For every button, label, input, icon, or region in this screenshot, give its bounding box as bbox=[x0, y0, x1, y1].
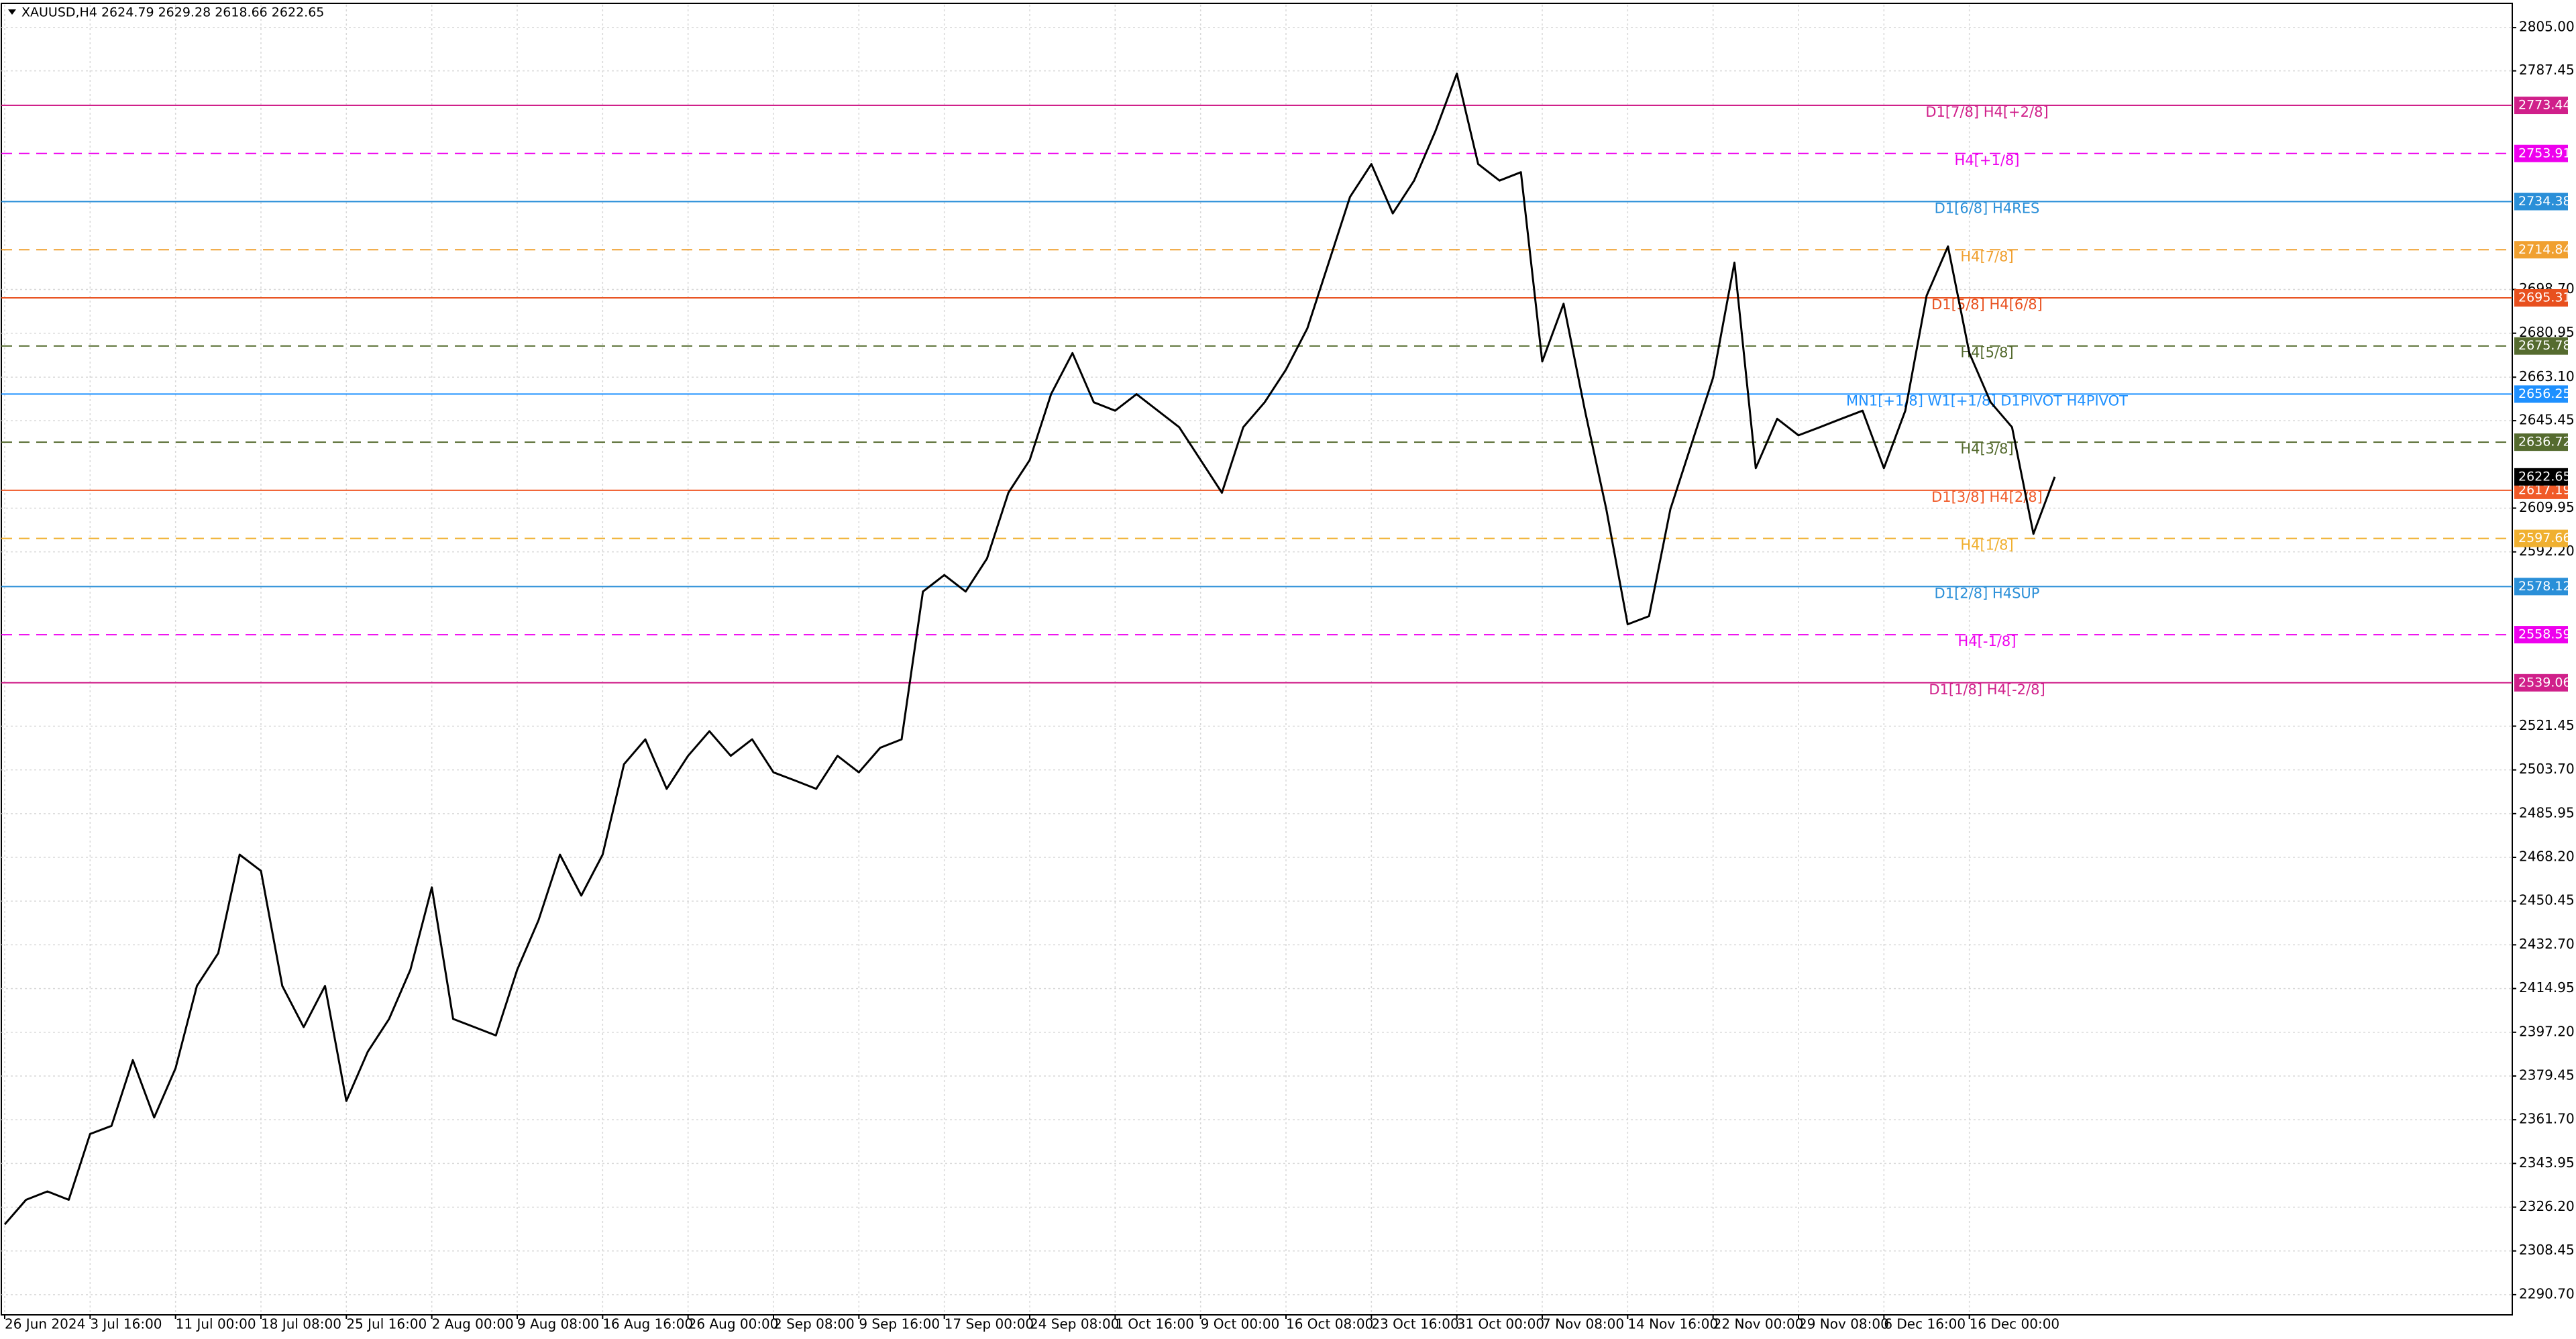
level-label: H4[3/8] bbox=[1960, 441, 2013, 457]
y-tick-label: 2326.20 bbox=[2519, 1198, 2575, 1214]
x-tick-label: 14 Nov 16:00 bbox=[1627, 1316, 1718, 1332]
level-price-label: 2773.44 bbox=[2518, 98, 2571, 113]
y-tick-label: 2609.95 bbox=[2519, 499, 2575, 515]
x-tick-label: 31 Oct 00:00 bbox=[1457, 1316, 1544, 1332]
levels: D1[7/8] H4[+2/8] H4[+1/8] D1[6/8] H4RES H4[… bbox=[1, 104, 2512, 698]
y-tick-label: 2290.70 bbox=[2519, 1285, 2575, 1301]
x-tick-label: 18 Jul 08:00 bbox=[261, 1316, 341, 1332]
level-price-box bbox=[2514, 144, 2568, 162]
y-tick-label: 2432.70 bbox=[2519, 936, 2575, 952]
y-tick-label: 2485.95 bbox=[2519, 804, 2575, 820]
level-price-box bbox=[2514, 337, 2568, 355]
y-tick-label: 2308.45 bbox=[2519, 1242, 2575, 1258]
level-price-label: 2734.38 bbox=[2518, 194, 2571, 209]
level-price-label: 2617.19 bbox=[2518, 482, 2571, 497]
level-label: D1[2/8] H4SUP bbox=[1935, 585, 2040, 601]
y-tick-label: 2663.10 bbox=[2519, 368, 2575, 384]
y-tick-label: 2468.20 bbox=[2519, 849, 2575, 865]
level-price-box bbox=[2514, 578, 2568, 596]
level-price-label: 2578.12 bbox=[2518, 579, 2571, 594]
x-tick-label: 2 Sep 08:00 bbox=[773, 1316, 855, 1332]
level-price-box bbox=[2514, 288, 2568, 307]
level-price-box bbox=[2514, 385, 2568, 403]
level-label: D1[6/8] H4RES bbox=[1935, 201, 2040, 217]
y-tick-label: 2343.95 bbox=[2519, 1155, 2575, 1171]
level-label: D1[5/8] H4[6/8] bbox=[1931, 297, 2043, 313]
level-label: D1[7/8] H4[+2/8] bbox=[1925, 104, 2048, 120]
x-tick-label: 9 Aug 08:00 bbox=[517, 1316, 599, 1332]
level-price-label: 2539.06 bbox=[2518, 675, 2571, 690]
level-price-box bbox=[2514, 529, 2568, 547]
level-price-label: 2753.91 bbox=[2518, 146, 2571, 160]
x-tick-label: 11 Jul 00:00 bbox=[176, 1316, 256, 1332]
level-price-label: 2656.25 bbox=[2518, 386, 2571, 401]
x-tick-label: 6 Dec 16:00 bbox=[1884, 1316, 1966, 1332]
last-price-box bbox=[2514, 468, 2568, 486]
level-price-label: 2695.31 bbox=[2518, 290, 2571, 305]
level-price-box bbox=[2514, 241, 2568, 259]
level-price-label: 2675.78 bbox=[2518, 338, 2571, 353]
y-tick-label: 2805.00 bbox=[2519, 19, 2575, 35]
y-tick-label: 2503.70 bbox=[2519, 761, 2575, 777]
x-tick-label: 16 Oct 08:00 bbox=[1286, 1316, 1373, 1332]
x-tick-label: 9 Sep 16:00 bbox=[859, 1316, 940, 1332]
y-tick-label: 2397.20 bbox=[2519, 1023, 2575, 1039]
level-price-label: 2558.59 bbox=[2518, 627, 2571, 642]
y-tick-label: 2450.45 bbox=[2519, 892, 2575, 908]
level-label: H4[1/8] bbox=[1960, 537, 2013, 553]
last-price-label: 2622.65 bbox=[2518, 469, 2571, 484]
level-price-box bbox=[2514, 626, 2568, 644]
x-tick-label: 16 Dec 00:00 bbox=[1970, 1316, 2060, 1332]
x-tick-label: 24 Sep 08:00 bbox=[1030, 1316, 1120, 1332]
x-tick-label: 16 Aug 16:00 bbox=[602, 1316, 693, 1332]
level-price-box bbox=[2514, 193, 2568, 211]
y-tick-label: 2361.70 bbox=[2519, 1111, 2575, 1127]
y-tick-label: 2379.45 bbox=[2519, 1067, 2575, 1083]
x-tick-label: 7 Nov 08:00 bbox=[1542, 1316, 1624, 1332]
level-price-label: 2597.66 bbox=[2518, 531, 2571, 545]
x-tick-label: 1 Oct 16:00 bbox=[1115, 1316, 1194, 1332]
level-label: D1[1/8] H4[-2/8] bbox=[1929, 682, 2045, 698]
x-tick-label: 9 Oct 00:00 bbox=[1201, 1316, 1280, 1332]
x-tick-label: 25 Jul 16:00 bbox=[346, 1316, 427, 1332]
grid bbox=[1, 5, 2512, 1315]
x-tick-label: 26 Aug 00:00 bbox=[688, 1316, 779, 1332]
price-line bbox=[3, 72, 2056, 1226]
x-tick-label: 17 Sep 00:00 bbox=[945, 1316, 1034, 1332]
y-tick-label: 2414.95 bbox=[2519, 979, 2575, 996]
level-price-label: 2714.84 bbox=[2518, 242, 2571, 257]
chart-title: XAUUSD,H4 2624.79 2629.28 2618.66 2622.6… bbox=[21, 5, 324, 20]
menu-arrow[interactable] bbox=[8, 9, 16, 15]
x-tick-label: 3 Jul 16:00 bbox=[90, 1316, 162, 1332]
plot-frame bbox=[1, 3, 2513, 1316]
level-price-label: 2636.72 bbox=[2518, 435, 2571, 449]
level-label: H4[-1/8] bbox=[1958, 633, 2017, 649]
y-tick-label: 2521.45 bbox=[2519, 717, 2575, 733]
level-price-box bbox=[2514, 97, 2568, 115]
x-tick-label: 22 Nov 00:00 bbox=[1713, 1316, 1804, 1332]
x-tick-label: 23 Oct 16:00 bbox=[1371, 1316, 1458, 1332]
plot bbox=[3, 72, 2056, 1226]
axis: 2805.002787.452698.702680.952663.102645.… bbox=[4, 19, 2575, 1332]
level-label: H4[7/8] bbox=[1960, 248, 2013, 264]
level-label: H4[+1/8] bbox=[1955, 152, 2020, 168]
y-tick-label: 2787.45 bbox=[2519, 62, 2575, 78]
level-price-box bbox=[2514, 433, 2568, 451]
x-tick-label: 29 Nov 08:00 bbox=[1799, 1316, 1889, 1332]
y-tick-label: 2645.45 bbox=[2519, 412, 2575, 428]
x-tick-label: 26 Jun 2024 bbox=[5, 1316, 85, 1332]
x-tick-label: 2 Aug 00:00 bbox=[432, 1316, 514, 1332]
level-price-box bbox=[2514, 674, 2568, 692]
